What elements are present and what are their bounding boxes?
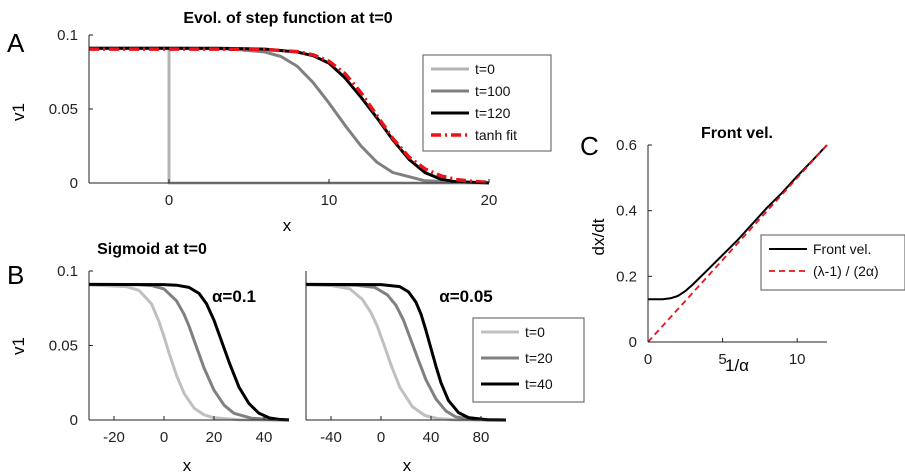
chart-c-axes: 0 5 10 0 0.2 0.4 0.6 [616,137,827,368]
chart-c-x-tick-label: 5 [718,351,726,368]
chart-a-y-tick-label: 0.1 [57,27,78,44]
chart-a-axes: 0 10 20 0 0.05 0.1 [49,27,498,209]
chart-c-ylabel-text: dx/dt [589,218,608,255]
chart-b1-series-line [88,282,290,422]
chart-c-y-tick-label: 0 [629,334,637,351]
chart-a-legend-label: t=0 [475,61,495,77]
chart-b1-annotation: α=0.1 [212,287,256,306]
chart-c-legend-label: Front vel. [813,241,871,257]
chart-b2-legend: t=0 t=20 t=40 [472,317,585,403]
chart-c-xlabel: 1/α [725,356,749,375]
chart-b1-axes: -20 0 20 40 0 0.05 0.1 [49,263,289,446]
chart-b1-lines [88,282,290,422]
chart-c-title: Front vel. [701,125,773,142]
panel-letter-c: C [580,131,599,161]
chart-a-x-tick-label: 20 [481,192,498,209]
chart-b2-x-tick-label: 0 [377,429,385,446]
chart-a-legend-label: t=100 [475,83,511,99]
chart-b2-series-line [305,282,507,422]
chart-a-xlabel: x [283,216,292,235]
chart-b1-x-tick-label: 40 [256,429,273,446]
chart-b1-x-tick-label: 0 [160,429,168,446]
chart-c-legend: Front vel. (λ-1) / (2α) [760,234,905,291]
chart-a-legend-label: tanh fit [475,127,517,143]
chart-a-legend-box [422,54,552,152]
chart-a-x-tick-label: 0 [165,192,173,209]
chart-a-title: Evol. of step function at t=0 [183,10,392,27]
chart-b2: -40 0 40 80 α=0.05 x t=0 t=20 t=40 [305,271,585,475]
chart-b1-ylabel: v1 [9,337,28,355]
chart-c: Front vel. 0 5 10 0 0.2 0.4 0.6 1/α dx/dt Fron… [589,125,905,375]
chart-c-lines [647,144,828,343]
chart-a-series-line [89,46,490,185]
chart-b2-axes: -40 0 40 80 [305,271,506,446]
chart-a-series-line [89,47,490,185]
chart-b2-legend-label: t=0 [525,324,545,340]
chart-c-y-tick-label: 0.4 [616,203,637,220]
chart-b2-xlabel: x [403,456,412,475]
chart-b1-series-line [88,283,289,422]
chart-c-ylabel: dx/dt [589,218,608,255]
chart-b2-x-tick-label: -40 [320,429,342,446]
chart-b2-series-line [305,282,507,422]
chart-b1-x-tick-label: 20 [206,429,223,446]
panel-letter-b: B [7,260,24,290]
chart-c-legend-box [760,234,905,291]
chart-b1-y-tick-label: 0.05 [49,338,78,355]
chart-a-y-tick-label: 0.05 [49,101,78,118]
chart-c-y-tick-label: 0.2 [616,268,637,285]
chart-a-legend: t=0 t=100 t=120 tanh fit [422,54,552,152]
panel-letter-a: A [7,28,25,58]
chart-c-x-tick-label: 10 [789,351,806,368]
chart-a-ylabel: v1 [9,103,28,121]
chart-a-y-tick-label: 0 [70,175,78,192]
chart-b1-series-line [88,282,290,422]
chart-b1-ylabel-text: v1 [9,337,28,355]
chart-b2-x-tick-label: 80 [473,429,490,446]
chart-c-series-line [648,144,828,301]
chart-b2-x-tick-label: 40 [423,429,440,446]
chart-a-ylabel-text: v1 [9,103,28,121]
chart-b2-series-line [305,283,507,422]
chart-b2-lines [305,282,507,422]
chart-a: Evol. of step function at t=0 0 10 20 0 0.05… [9,10,552,235]
chart-b1-x-tick-label: -20 [103,429,125,446]
chart-b1-y-tick-label: 0.1 [57,263,78,280]
chart-b2-legend-label: t=40 [525,376,553,392]
chart-c-x-tick-label: 0 [644,351,652,368]
chart-b1-title: Sigmoid at t=0 [97,241,207,258]
chart-a-x-tick-label: 10 [321,192,338,209]
chart-c-series-line [647,144,828,343]
chart-a-legend-label: t=120 [475,105,511,121]
chart-b1-xlabel: x [183,456,192,475]
chart-b2-annotation: α=0.05 [439,287,492,306]
chart-c-legend-label: (λ-1) / (2α) [813,263,879,279]
chart-c-y-tick-label: 0.6 [616,137,637,154]
chart-b1-y-tick-label: 0 [70,412,78,429]
chart-b2-legend-label: t=20 [525,350,553,366]
